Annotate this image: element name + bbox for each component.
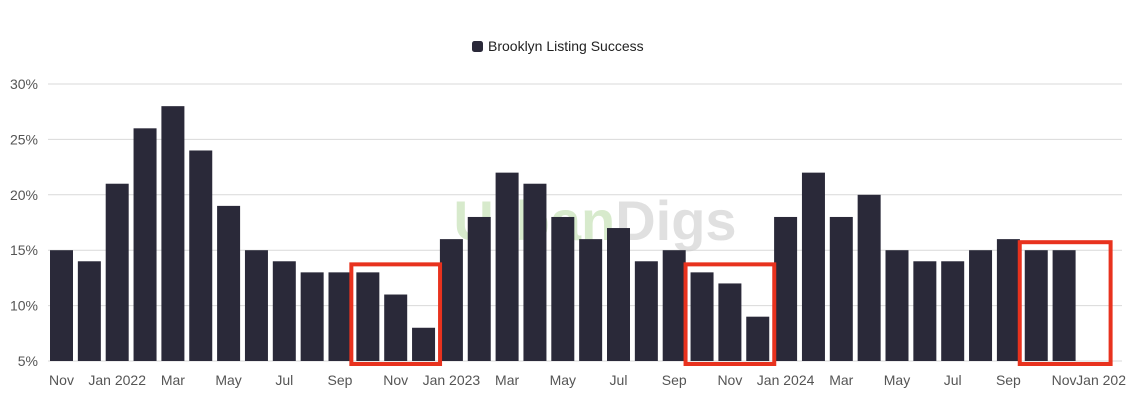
bar[interactable] bbox=[495, 172, 519, 361]
x-tick-label: Nov bbox=[717, 372, 742, 388]
highlight-boxes bbox=[349, 240, 1113, 366]
y-tick-label: 10% bbox=[10, 298, 38, 314]
bar[interactable] bbox=[829, 216, 853, 361]
x-tick-label: May bbox=[215, 372, 241, 388]
bar[interactable] bbox=[774, 216, 798, 361]
bar[interactable] bbox=[801, 172, 825, 361]
x-tick-label: Mar bbox=[829, 372, 853, 388]
bar[interactable] bbox=[133, 128, 157, 361]
y-tick-label: 30% bbox=[10, 76, 38, 92]
x-axis-ticks: Nov Jan 2022 Mar May Jul Sep Nov Jan 2023 Mar May… bbox=[49, 372, 1126, 388]
y-tick-label: 25% bbox=[10, 131, 38, 147]
bar[interactable] bbox=[1024, 250, 1048, 361]
x-tick-label: Jan 2024 bbox=[757, 372, 815, 388]
legend-swatch bbox=[472, 41, 483, 52]
x-tick-label: Sep bbox=[328, 372, 353, 388]
bar[interactable] bbox=[913, 261, 937, 361]
bar[interactable] bbox=[662, 250, 686, 361]
y-tick-label: 5% bbox=[18, 353, 38, 369]
x-tick-label: Jan 202 bbox=[1076, 372, 1126, 388]
y-axis-ticks: 5% 10% 15% 20% 25% 30% bbox=[10, 76, 38, 369]
bar[interactable] bbox=[579, 239, 603, 361]
bar[interactable] bbox=[607, 228, 630, 361]
bar[interactable] bbox=[412, 327, 436, 361]
y-tick-label: 20% bbox=[10, 187, 38, 203]
x-tick-label: Jul bbox=[944, 372, 962, 388]
x-tick-label: Sep bbox=[996, 372, 1021, 388]
bar[interactable] bbox=[244, 250, 268, 361]
bar[interactable] bbox=[439, 239, 463, 361]
bar[interactable] bbox=[50, 250, 73, 361]
highlight-box bbox=[349, 262, 443, 366]
x-tick-label: Mar bbox=[495, 372, 519, 388]
bar[interactable] bbox=[328, 272, 352, 361]
legend[interactable]: Brooklyn Listing Success bbox=[472, 38, 644, 54]
x-tick-label: Sep bbox=[662, 372, 687, 388]
x-tick-label: Jul bbox=[275, 372, 293, 388]
bar[interactable] bbox=[189, 150, 213, 361]
bar[interactable] bbox=[356, 272, 380, 361]
bar[interactable] bbox=[1052, 250, 1076, 361]
bar[interactable] bbox=[857, 194, 881, 361]
bar[interactable] bbox=[384, 294, 408, 361]
highlight-box bbox=[683, 262, 777, 366]
x-tick-label: Nov bbox=[383, 372, 408, 388]
x-tick-label: Nov bbox=[1052, 372, 1077, 388]
bars bbox=[50, 106, 1076, 361]
bar[interactable] bbox=[718, 283, 742, 361]
bar[interactable] bbox=[690, 272, 714, 361]
x-tick-label: May bbox=[884, 372, 910, 388]
bar[interactable] bbox=[941, 261, 965, 361]
x-tick-label: Mar bbox=[161, 372, 185, 388]
bar[interactable] bbox=[300, 272, 324, 361]
bar[interactable] bbox=[77, 261, 101, 361]
bar[interactable] bbox=[746, 316, 770, 361]
bar[interactable] bbox=[969, 250, 993, 361]
x-tick-label: Jan 2022 bbox=[88, 372, 146, 388]
watermark-text-digs: Digs bbox=[615, 189, 736, 252]
bar[interactable] bbox=[885, 250, 909, 361]
bar[interactable] bbox=[996, 239, 1020, 361]
highlight-box bbox=[1017, 240, 1113, 366]
x-tick-label: Jul bbox=[610, 372, 628, 388]
bar[interactable] bbox=[523, 183, 547, 361]
legend-label: Brooklyn Listing Success bbox=[488, 38, 644, 54]
bar[interactable] bbox=[634, 261, 658, 361]
y-tick-label: 15% bbox=[10, 242, 38, 258]
x-tick-label: Jan 2023 bbox=[423, 372, 481, 388]
bar[interactable] bbox=[105, 183, 129, 361]
bar[interactable] bbox=[217, 205, 241, 361]
x-tick-label: May bbox=[550, 372, 576, 388]
x-tick-label: Nov bbox=[49, 372, 74, 388]
bar[interactable] bbox=[551, 216, 575, 361]
bar[interactable] bbox=[272, 261, 296, 361]
bar[interactable] bbox=[467, 216, 491, 361]
bar[interactable] bbox=[161, 106, 185, 361]
